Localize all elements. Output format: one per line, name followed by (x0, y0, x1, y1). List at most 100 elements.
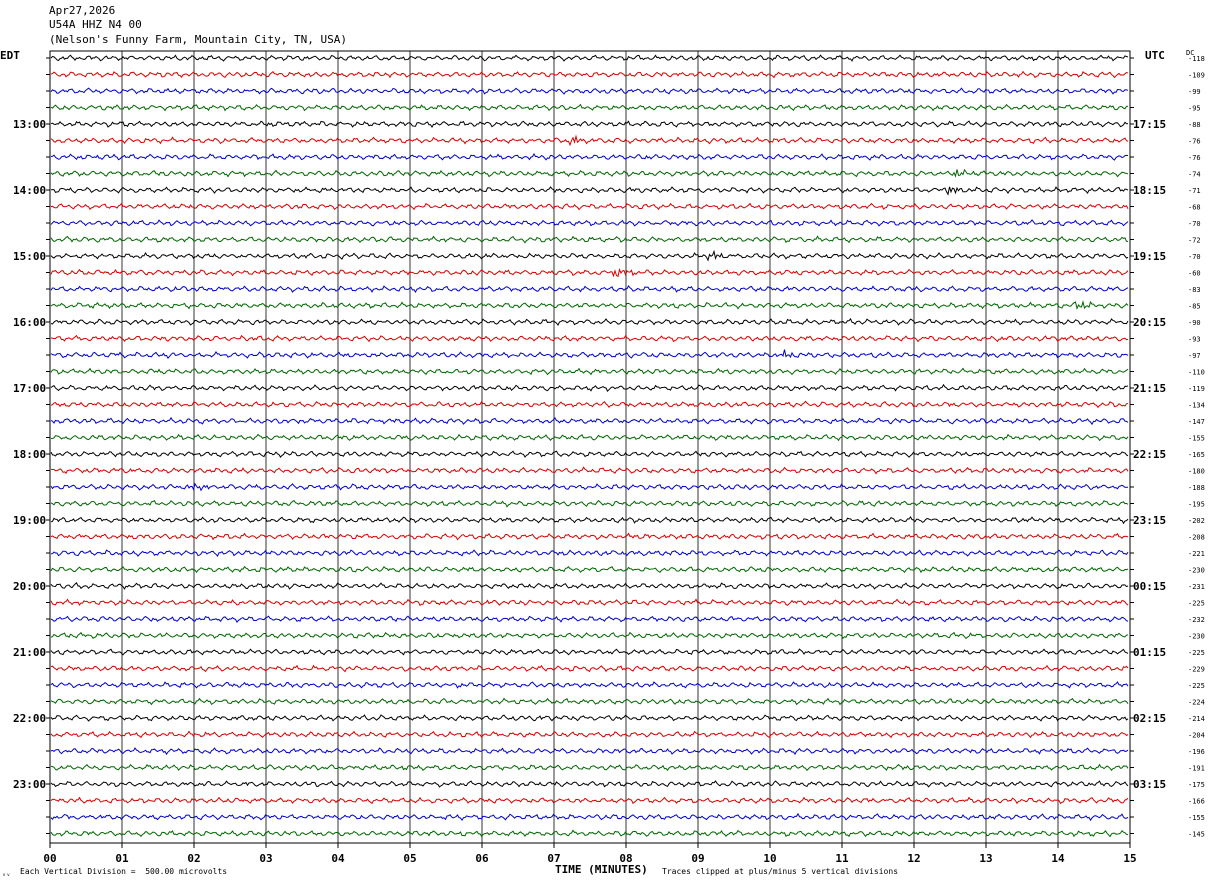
x-tick-label: 06 (475, 852, 489, 865)
plot-date: Apr27,2026 (49, 4, 116, 17)
trace-row (50, 235, 1129, 244)
trace-row (50, 549, 1129, 557)
x-tick-label: 12 (907, 852, 920, 865)
dc-offset-label: -221 (1188, 550, 1205, 558)
utc-hour-label: 20:15 (1133, 316, 1166, 329)
trace-row (50, 317, 1129, 326)
trace-row (50, 648, 1129, 656)
dc-offset-label: -83 (1188, 286, 1201, 294)
trace-row (50, 747, 1129, 756)
dc-offset-label: -195 (1188, 501, 1205, 509)
dc-offset-label: -68 (1188, 204, 1201, 212)
dc-offset-label: -93 (1188, 336, 1201, 344)
trace-row (50, 349, 1129, 359)
dc-offset-label: -99 (1188, 88, 1201, 96)
utc-hour-label: 03:15 (1133, 778, 1166, 791)
clip-note: Traces clipped at plus/minus 5 vertical … (662, 867, 899, 876)
trace-row (50, 249, 1129, 262)
left-timezone-label: EDT (0, 49, 20, 62)
dc-offset-header: DC (1186, 49, 1195, 57)
dc-offset-label: -214 (1188, 715, 1205, 723)
chart-labels: 00 01 02 03 04 05 06 07 08 09 10 11 12 13 14 15 -118 -109… (13, 55, 1205, 865)
dc-offset-label: -231 (1188, 583, 1205, 591)
trace-row (50, 714, 1129, 722)
dc-offset-label: -175 (1188, 781, 1205, 789)
dc-offset-label: -180 (1188, 468, 1205, 476)
trace-row (50, 482, 1129, 492)
dc-offset-label: -204 (1188, 732, 1205, 740)
utc-hour-label: 00:15 (1133, 580, 1166, 593)
dc-offset-label: -230 (1188, 633, 1205, 641)
edt-hour-label: 14:00 (13, 184, 46, 197)
dc-offset-label: -155 (1188, 814, 1205, 822)
dc-offset-label: -224 (1188, 699, 1205, 707)
trace-row (50, 582, 1129, 590)
x-tick-label: 07 (547, 852, 560, 865)
trace-row (50, 284, 1129, 293)
dc-offset-label: -109 (1188, 72, 1205, 80)
dc-offset-label: -90 (1188, 319, 1201, 327)
dc-offset-label: -229 (1188, 666, 1205, 674)
trace-row (50, 87, 1129, 95)
dc-offset-label: -232 (1188, 616, 1205, 624)
trace-row (50, 334, 1129, 343)
dc-offset-label: -191 (1188, 765, 1205, 773)
trace-row (50, 416, 1129, 426)
x-tick-label: 08 (619, 852, 632, 865)
dc-offset-label: -166 (1188, 798, 1205, 806)
dc-offset-label: -188 (1188, 484, 1205, 492)
dc-offset-label: -71 (1188, 187, 1201, 195)
dc-offset-label: -88 (1188, 121, 1201, 129)
trace-row (50, 615, 1129, 623)
edt-hour-label: 17:00 (13, 382, 46, 395)
dc-offset-label: -76 (1188, 154, 1201, 162)
x-tick-label: 11 (835, 852, 849, 865)
dc-offset-label: -225 (1188, 682, 1205, 690)
trace-row (50, 516, 1129, 525)
trace-row (50, 681, 1129, 689)
dc-offset-label: -208 (1188, 534, 1205, 542)
dc-offset-label: -202 (1188, 517, 1205, 525)
x-tick-label: 09 (691, 852, 704, 865)
dc-offset-label: -95 (1188, 105, 1201, 113)
trace-row (50, 367, 1129, 376)
dc-offset-label: -70 (1188, 220, 1201, 228)
station-code: U54A HHZ N4 00 (49, 18, 142, 31)
dc-offset-label: -196 (1188, 748, 1205, 756)
trace-row (50, 168, 1129, 178)
trace-row (50, 70, 1129, 79)
utc-hour-label: 17:15 (1133, 118, 1166, 131)
x-axis-title: TIME (MINUTES) (555, 863, 648, 876)
trace-row (50, 780, 1129, 788)
trace-row (50, 400, 1129, 409)
utc-hour-label: 21:15 (1133, 382, 1166, 395)
x-tick-label: 03 (259, 852, 272, 865)
utc-hour-label: 23:15 (1133, 514, 1166, 527)
edt-hour-label: 18:00 (13, 448, 46, 461)
edt-hour-label: 19:00 (13, 514, 46, 527)
right-timezone-label: UTC (1145, 49, 1165, 62)
edt-hour-label: 21:00 (13, 646, 46, 659)
corner-mark: ᵥᵥ (2, 870, 11, 878)
trace-row (50, 499, 1129, 508)
dc-offset-label: -145 (1188, 831, 1205, 839)
dc-offset-label: -119 (1188, 385, 1205, 393)
dc-offset-label: -76 (1188, 138, 1201, 146)
dc-offset-label: -97 (1188, 352, 1201, 360)
dc-offset-label: -155 (1188, 435, 1205, 443)
trace-row (50, 598, 1129, 607)
edt-hour-label: 16:00 (13, 316, 46, 329)
trace-row (50, 134, 1129, 147)
trace-row (50, 565, 1129, 574)
x-tick-label: 01 (115, 852, 129, 865)
trace-row (50, 383, 1129, 392)
trace-row (50, 152, 1129, 161)
trace-row (50, 54, 1129, 62)
seismic-traces (50, 54, 1129, 838)
station-location: (Nelson's Funny Farm, Mountain City, TN,… (49, 33, 348, 46)
trace-row (50, 829, 1129, 838)
dc-offset-label: -85 (1188, 303, 1201, 311)
dc-offset-label: -72 (1188, 237, 1201, 245)
utc-hour-label: 01:15 (1133, 646, 1166, 659)
